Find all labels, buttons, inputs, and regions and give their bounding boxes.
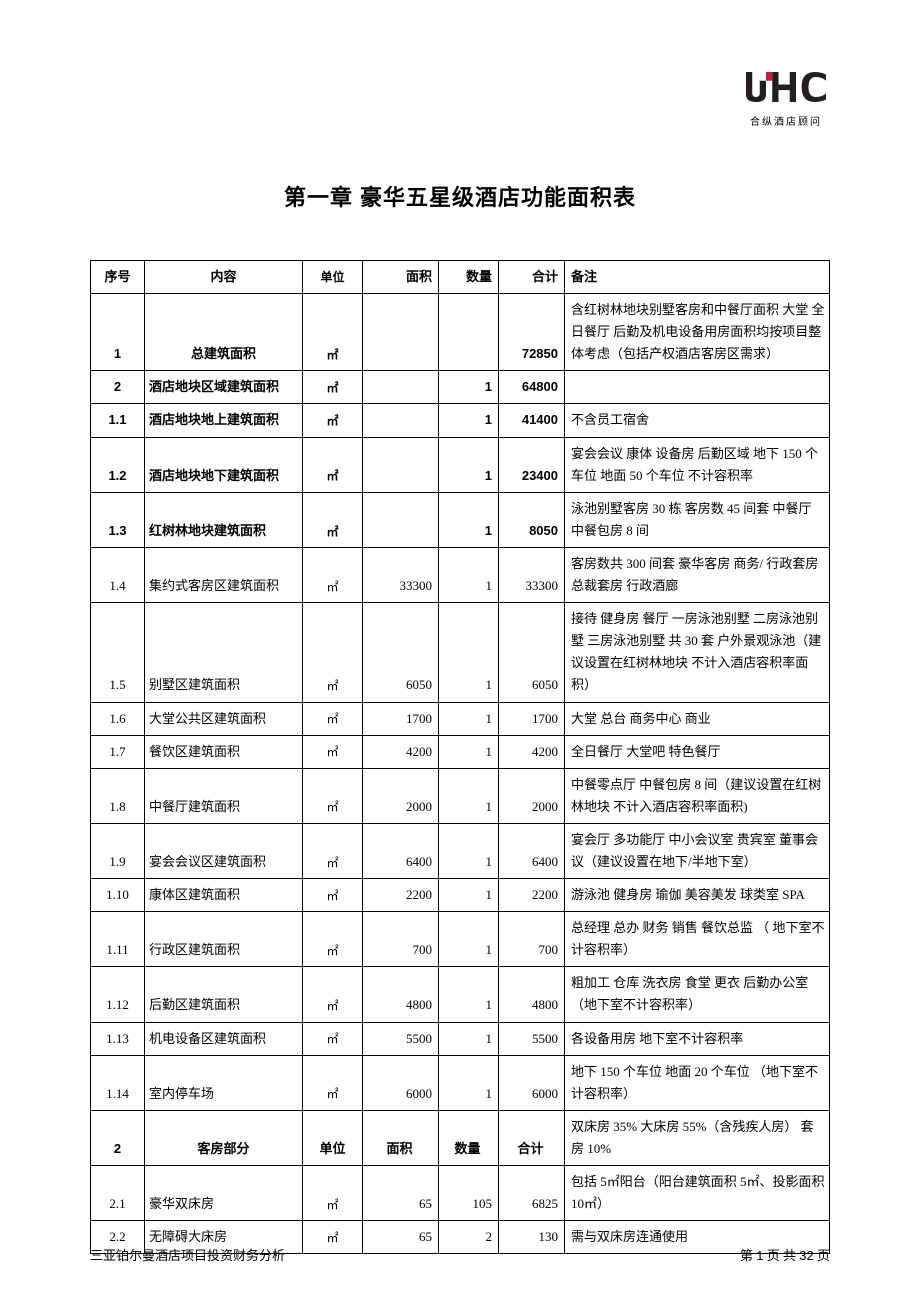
table-row: 1.14室内停车场㎡600016000地下 150 个车位 地面 20 个车位 …: [91, 1055, 830, 1110]
page-footer: 三亚铂尔曼酒店项目投资财务分析 第 1 页 共 32 页: [0, 1245, 920, 1264]
table-row: 1.9宴会会议区建筑面积㎡640016400宴会厅 多功能厅 中小会议室 贵宾室…: [91, 823, 830, 878]
table-row: 1.6大堂公共区建筑面积㎡170011700大堂 总台 商务中心 商业: [91, 702, 830, 735]
table-row: 1.1酒店地块地上建筑面积㎡141400不含员工宿舍: [91, 404, 830, 437]
logo-block: 合纵酒店顾问: [742, 72, 830, 128]
table-row: 1.11行政区建筑面积㎡7001700总经理 总办 财务 销售 餐饮总监 （ 地…: [91, 912, 830, 967]
table-row: 1.4集约式客房区建筑面积㎡33300133300客房数共 300 间套 豪华客…: [91, 547, 830, 602]
table-row: 1.3红树林地块建筑面积㎡18050泳池别墅客房 30 栋 客房数 45 间套 …: [91, 492, 830, 547]
th-remark: 备注: [565, 261, 830, 294]
logo-subtitle: 合纵酒店顾问: [742, 113, 830, 128]
uhc-logo-icon: [742, 72, 830, 107]
table-row: 1.13机电设备区建筑面积㎡550015500各设备用房 地下室不计容积率: [91, 1022, 830, 1055]
area-table: 序号 内容 单位 面积 数量 合计 备注 1总建筑面积㎡72850含红树林地块别…: [90, 260, 830, 1254]
th-content: 内容: [145, 261, 303, 294]
footer-left: 三亚铂尔曼酒店项目投资财务分析: [90, 1245, 285, 1264]
table-row: 2酒店地块区域建筑面积㎡164800: [91, 371, 830, 404]
table-row: 1.8中餐厅建筑面积㎡200012000中餐零点厅 中餐包房 8 间（建议设置在…: [91, 768, 830, 823]
table-row: 2.1豪华双床房㎡651056825包括 5㎡阳台（阳台建筑面积 5㎡、投影面积…: [91, 1166, 830, 1221]
th-seq: 序号: [91, 261, 145, 294]
th-qty: 数量: [439, 261, 499, 294]
th-area: 面积: [363, 261, 439, 294]
table-row: 1.2酒店地块地下建筑面积㎡123400宴会会议 康体 设备房 后勤区域 地下 …: [91, 437, 830, 492]
th-total: 合计: [499, 261, 565, 294]
table-row: 2客房部分单位面积数量合计双床房 35% 大床房 55%（含残疾人房） 套房 1…: [91, 1110, 830, 1165]
table-row: 1.5别墅区建筑面积㎡605016050接待 健身房 餐厅 一房泳池别墅 二房泳…: [91, 603, 830, 702]
table-row: 1.10康体区建筑面积㎡220012200游泳池 健身房 瑜伽 美容美发 球类室…: [91, 879, 830, 912]
table-header-row: 序号 内容 单位 面积 数量 合计 备注: [91, 261, 830, 294]
page-title: 第一章 豪华五星级酒店功能面积表: [90, 180, 830, 212]
table-row: 1.7餐饮区建筑面积㎡420014200全日餐厅 大堂吧 特色餐厅: [91, 735, 830, 768]
th-unit: 单位: [303, 261, 363, 294]
table-body: 1总建筑面积㎡72850含红树林地块别墅客房和中餐厅面积 大堂 全日餐厅 后勤及…: [91, 294, 830, 1254]
footer-right: 第 1 页 共 32 页: [740, 1245, 830, 1264]
table-row: 1.12后勤区建筑面积㎡480014800粗加工 仓库 洗衣房 食堂 更衣 后勤…: [91, 967, 830, 1022]
table-row: 1总建筑面积㎡72850含红树林地块别墅客房和中餐厅面积 大堂 全日餐厅 后勤及…: [91, 294, 830, 371]
